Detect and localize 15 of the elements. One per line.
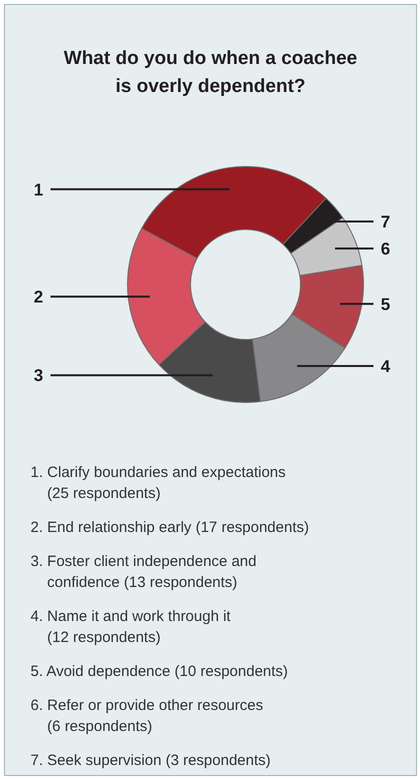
slice-label: 6	[380, 240, 390, 259]
text: 3. Foster client independence and confidence (13 respondents)	[30, 553, 256, 591]
text: 7. Seek supervision (3 respondents)	[30, 752, 271, 769]
slice-label: 2	[34, 288, 44, 307]
slice-label: 1	[34, 180, 44, 200]
slice-label: 3	[34, 366, 44, 386]
chart-title: What do you do when a coachee is overly dependent?	[64, 48, 358, 97]
slice-label: 7	[380, 212, 390, 232]
text: 2. End relationship early (17 respondents)	[30, 519, 309, 536]
text: 4. Name it and work through it (12 respondents)	[30, 608, 232, 646]
slice-label: 4	[380, 357, 391, 376]
text: 5. Avoid dependence (10 respondents)	[30, 663, 288, 680]
text: 6. Refer or provide other resources (6 respondents)	[30, 697, 264, 735]
text: 1. Clarify boundaries and expectations (25 respondents)	[30, 464, 286, 502]
slice-label: 5	[380, 294, 390, 314]
